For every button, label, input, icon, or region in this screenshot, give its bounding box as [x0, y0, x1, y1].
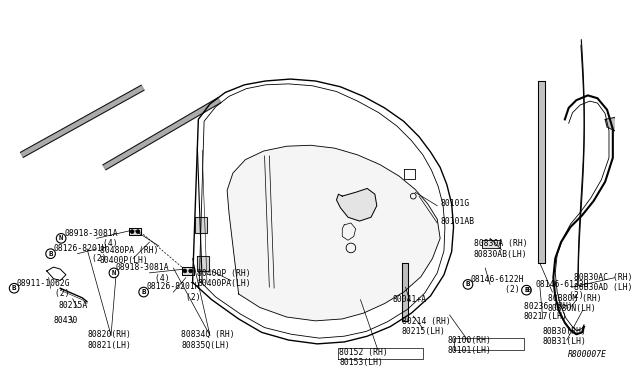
Text: B: B — [466, 281, 470, 288]
Text: 80101AB: 80101AB — [440, 217, 474, 225]
Text: R800007E: R800007E — [568, 350, 607, 359]
Text: 80B30(RH)
80B31(LH): 80B30(RH) 80B31(LH) — [543, 327, 587, 346]
Polygon shape — [129, 228, 141, 235]
Text: 08146-6122H
       (2): 08146-6122H (2) — [471, 275, 524, 294]
Text: N: N — [111, 270, 116, 276]
Polygon shape — [578, 40, 584, 285]
Polygon shape — [197, 256, 209, 271]
Circle shape — [183, 269, 187, 273]
Text: 80152 (RH)
80153(LH): 80152 (RH) 80153(LH) — [339, 347, 388, 367]
Text: 80041+A: 80041+A — [392, 295, 426, 304]
Text: 80B80M (RH)
80B80N(LH): 80B80M (RH) 80B80N(LH) — [548, 294, 601, 313]
Text: 08126-8201H
        (2): 08126-8201H (2) — [54, 244, 107, 263]
Text: 80820(RH)
80821(LH): 80820(RH) 80821(LH) — [87, 330, 131, 350]
Circle shape — [130, 230, 134, 234]
Text: 08911-1062G
        (2): 08911-1062G (2) — [16, 279, 70, 298]
Polygon shape — [605, 118, 619, 131]
Text: B: B — [526, 287, 531, 293]
Polygon shape — [483, 240, 500, 248]
Polygon shape — [20, 85, 144, 157]
Text: 80830A (RH)
80830AB(LH): 80830A (RH) 80830AB(LH) — [474, 239, 527, 259]
Text: B: B — [524, 287, 529, 293]
Circle shape — [136, 230, 140, 234]
Text: 80100(RH)
80101(LH): 80100(RH) 80101(LH) — [448, 336, 492, 356]
Text: B: B — [49, 251, 53, 257]
Text: 08918-3081A
        (4): 08918-3081A (4) — [116, 263, 170, 283]
Polygon shape — [227, 145, 440, 321]
Text: 80400P (RH)
80400PA(LH): 80400P (RH) 80400PA(LH) — [197, 269, 251, 288]
Text: 08126-8201H
        (2): 08126-8201H (2) — [147, 282, 200, 302]
Text: N: N — [59, 235, 63, 241]
Text: B: B — [141, 289, 146, 295]
Text: 80214 (RH)
80215(LH): 80214 (RH) 80215(LH) — [402, 317, 451, 336]
Text: 80101G: 80101G — [440, 199, 469, 208]
Text: 80834Q (RH)
80835Q(LH): 80834Q (RH) 80835Q(LH) — [181, 330, 235, 350]
Polygon shape — [538, 81, 545, 263]
Text: 80236 (RH)
80217(LH): 80236 (RH) 80217(LH) — [524, 302, 572, 321]
Text: 08918-3081A
        (4): 08918-3081A (4) — [64, 229, 118, 248]
Polygon shape — [103, 98, 221, 170]
Polygon shape — [402, 263, 408, 321]
Polygon shape — [182, 267, 193, 275]
Text: 08146-6122H
       (2): 08146-6122H (2) — [535, 280, 589, 300]
Text: 80B30AC (RH)
80B30AD (LH): 80B30AC (RH) 80B30AD (LH) — [575, 273, 633, 292]
Polygon shape — [337, 189, 377, 221]
Text: 80215A: 80215A — [58, 301, 88, 310]
Text: 80430: 80430 — [54, 316, 78, 326]
Text: 80480PA (RH)
80400P(LH): 80480PA (RH) 80400P(LH) — [99, 246, 158, 265]
Text: B: B — [12, 285, 17, 291]
Circle shape — [189, 269, 193, 273]
Polygon shape — [195, 217, 207, 232]
